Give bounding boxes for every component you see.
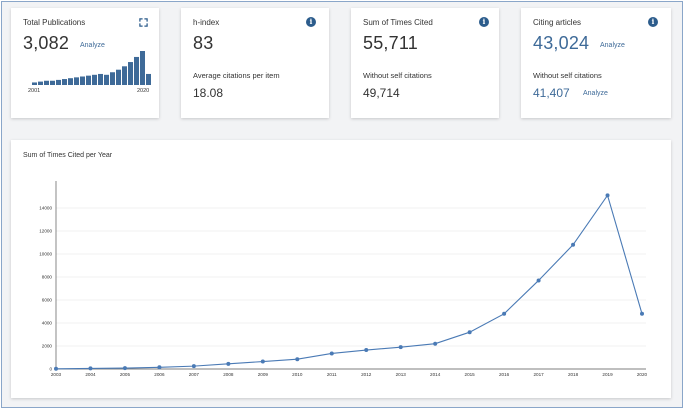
citing-articles-info-icon[interactable]: i: [648, 17, 658, 27]
sparkline-bar: [56, 79, 61, 85]
x-tick-label: 2003: [51, 372, 62, 377]
y-tick-label: 6000: [42, 298, 53, 303]
data-point: [640, 311, 644, 316]
data-point: [191, 364, 196, 369]
citing-without-self-label: Without self citations: [533, 71, 602, 80]
x-tick-label: 2018: [568, 372, 579, 377]
x-tick-label: 2015: [465, 372, 476, 377]
times-cited-card: Sum of Times Cited i 55,711 Without self…: [351, 8, 499, 118]
times-cited-per-year-card: Sum of Times Cited per Year 0 2000 4000 600…: [11, 140, 671, 398]
data-point: [398, 345, 403, 350]
y-tick-label: 4000: [42, 321, 53, 326]
sparkline-end-year: 2020: [137, 88, 150, 94]
data-point: [433, 341, 438, 346]
publications-sparkline[interactable]: [31, 51, 151, 85]
sparkline-bar: [80, 76, 85, 85]
y-tick-label: 8000: [42, 275, 53, 280]
total-publications-value: 3,082: [23, 33, 70, 53]
data-point: [571, 242, 576, 247]
sparkline-bar: [32, 82, 37, 85]
x-tick-label: 2005: [120, 372, 131, 377]
average-citations-label: Average citations per item: [193, 71, 280, 80]
x-tick-label: 2020: [637, 372, 648, 377]
sparkline-bar: [146, 73, 151, 85]
sparkline-bar: [116, 69, 121, 85]
average-citations-value: 18.08: [193, 86, 224, 100]
sparkline-bar: [62, 79, 67, 85]
sparkline-bar: [98, 73, 103, 85]
citing-articles-value[interactable]: 43,024: [533, 33, 590, 53]
data-point: [88, 366, 93, 371]
data-point: [226, 361, 231, 366]
sparkline-bar: [140, 51, 145, 85]
h-index-title: h-index: [193, 18, 220, 27]
data-point: [157, 365, 162, 370]
data-point: [605, 193, 610, 198]
analyze-citing-without-self-link[interactable]: Analyze: [583, 90, 608, 97]
sparkline-bar: [134, 56, 139, 85]
sparkline-bar: [68, 78, 73, 85]
sparkline-bar: [122, 66, 127, 85]
citing-without-self-value[interactable]: 41,407: [533, 86, 570, 100]
x-tick-label: 2017: [533, 372, 544, 377]
x-tick-label: 2019: [602, 372, 613, 377]
y-tick-label: 0: [49, 367, 52, 372]
x-tick-label: 2004: [85, 372, 96, 377]
sparkline-bar: [92, 74, 97, 85]
x-tick-label: 2008: [223, 372, 234, 377]
times-cited-value: 55,711: [363, 33, 418, 53]
data-point: [467, 330, 472, 335]
sparkline-bar: [38, 81, 43, 85]
x-tick-label: 2014: [430, 372, 441, 377]
sparkline-bar: [74, 77, 79, 85]
without-self-citations-label: Without self citations: [363, 71, 432, 80]
times-cited-title: Sum of Times Cited: [363, 18, 433, 27]
analyze-citing-articles-link[interactable]: Analyze: [600, 42, 625, 49]
h-index-card: h-index i 83 Average citations per item …: [181, 8, 329, 118]
data-point: [502, 311, 507, 316]
analyze-publications-link[interactable]: Analyze: [80, 42, 105, 49]
x-tick-label: 2009: [258, 372, 269, 377]
x-tick-label: 2006: [154, 372, 165, 377]
without-self-citations-value: 49,714: [363, 86, 400, 100]
data-point: [364, 348, 369, 353]
x-tick-label: 2013: [396, 372, 407, 377]
x-tick-label: 2007: [189, 372, 200, 377]
h-index-value: 83: [193, 33, 214, 53]
times-cited-info-icon[interactable]: i: [479, 17, 489, 27]
x-tick-label: 2010: [292, 372, 303, 377]
x-tick-label: 2012: [361, 372, 372, 377]
sparkline-bar: [110, 72, 115, 85]
y-tick-label: 14000: [39, 206, 52, 211]
times-cited-line-chart[interactable]: 0 2000 4000 6000 8000 10000 12000 14000 2003 2004…: [11, 140, 671, 398]
sparkline-bar: [128, 62, 133, 85]
h-index-info-icon[interactable]: i: [306, 17, 316, 27]
chart-title: Sum of Times Cited per Year: [23, 152, 113, 159]
sparkline-start-year: 2001: [28, 88, 41, 94]
sparkline-bar: [44, 80, 49, 85]
sparkline-bar: [86, 75, 91, 85]
x-tick-label: 2011: [327, 372, 337, 377]
data-point: [260, 359, 265, 364]
data-point: [329, 351, 334, 356]
citing-articles-card: Citing articles i 43,024 Analyze Without…: [521, 8, 671, 118]
y-tick-label: 12000: [39, 229, 52, 234]
x-tick-label: 2016: [499, 372, 510, 377]
citing-articles-title: Citing articles: [533, 18, 582, 27]
data-point: [122, 366, 127, 371]
sparkline-bar: [50, 80, 55, 85]
y-tick-label: 10000: [39, 252, 52, 257]
citations-series-line: [55, 194, 643, 370]
data-point: [54, 366, 58, 371]
total-publications-title: Total Publications: [23, 18, 86, 27]
y-tick-label: 2000: [42, 344, 53, 349]
expand-icon[interactable]: [139, 18, 148, 27]
data-point: [295, 357, 300, 362]
total-publications-card: Total Publications 3,082 Analyze 2001 20…: [11, 8, 159, 118]
data-point: [536, 278, 541, 283]
sparkline-bar: [104, 74, 109, 85]
